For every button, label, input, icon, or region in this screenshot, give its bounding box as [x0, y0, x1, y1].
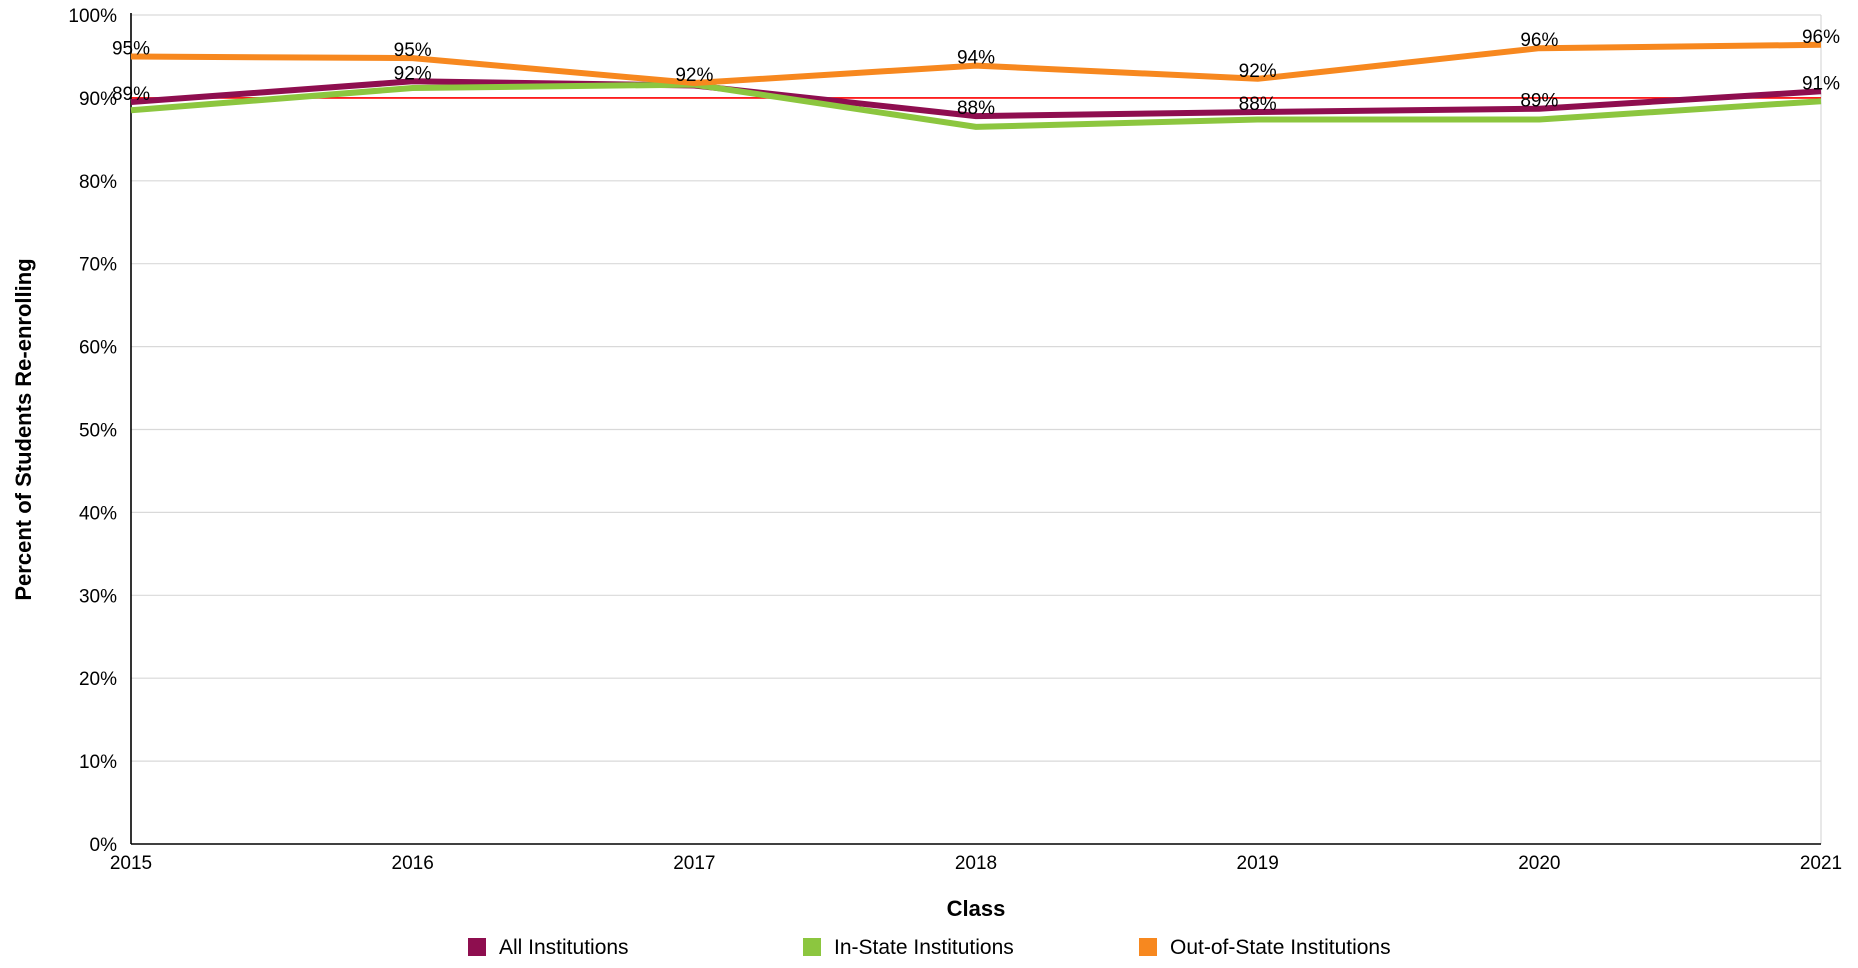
data-label: 92% [394, 63, 432, 84]
data-label: 92% [675, 65, 713, 86]
data-label: 95% [394, 40, 432, 61]
gridlines [131, 14, 1822, 844]
x-tick-label: 2019 [1237, 853, 1279, 874]
data-label: 94% [957, 48, 995, 69]
x-axis-title: Class [947, 896, 1006, 921]
x-tick-label: 2017 [673, 853, 715, 874]
x-tick-label: 2016 [392, 853, 434, 874]
y-tick-label: 60% [79, 338, 117, 359]
data-label: 89% [1520, 91, 1558, 112]
data-label: 92% [1239, 61, 1277, 82]
x-tick-label: 2015 [110, 853, 152, 874]
y-tick-label: 10% [79, 752, 117, 773]
y-tick-label: 50% [79, 421, 117, 442]
data-label: 96% [1802, 27, 1840, 48]
y-tick-label: 40% [79, 503, 117, 524]
series-lines [130, 41, 1822, 130]
series-line-in-state-institutions [130, 81, 1822, 130]
y-tick-label: 20% [79, 669, 117, 690]
legend-label: All Institutions [499, 936, 629, 959]
data-label: 89% [112, 84, 150, 105]
y-tick-label: 100% [68, 6, 117, 27]
y-tick-label: 90% [79, 89, 117, 110]
data-label: 88% [957, 98, 995, 119]
x-tick-label: 2021 [1800, 853, 1842, 874]
x-tick-label: 2018 [955, 853, 997, 874]
y-tick-label: 30% [79, 586, 117, 607]
data-label: 96% [1520, 30, 1558, 51]
series-line-all-institutions [130, 78, 1822, 120]
y-tick-label: 80% [79, 172, 117, 193]
data-label: 91% [1802, 73, 1840, 94]
legend-swatch [1139, 938, 1157, 956]
x-tick-label: 2020 [1518, 853, 1560, 874]
series-line-out-of-state-institutions [130, 41, 1822, 86]
legend: All Institutions In-State Institutions Out… [468, 936, 1391, 959]
y-axis-title: Percent of Students Re-enrolling [11, 258, 36, 600]
y-tick-label: 0% [90, 835, 118, 856]
data-labels: 89%92%88% 88% 89%91%95% 95%92%94%92%96% 96% [112, 27, 1840, 119]
data-label: 88% [1239, 94, 1277, 115]
axes: 0% 10% 20% 30% 40% 50% 60% 70% 80% 90% 100% 2015 201… [68, 6, 1842, 874]
y-tick-label: 70% [79, 255, 117, 276]
legend-swatch [803, 938, 821, 956]
legend-label: Out-of-State Institutions [1170, 936, 1391, 959]
data-label: 95% [112, 38, 150, 59]
legend-swatch [468, 938, 486, 956]
legend-label: In-State Institutions [834, 936, 1014, 959]
